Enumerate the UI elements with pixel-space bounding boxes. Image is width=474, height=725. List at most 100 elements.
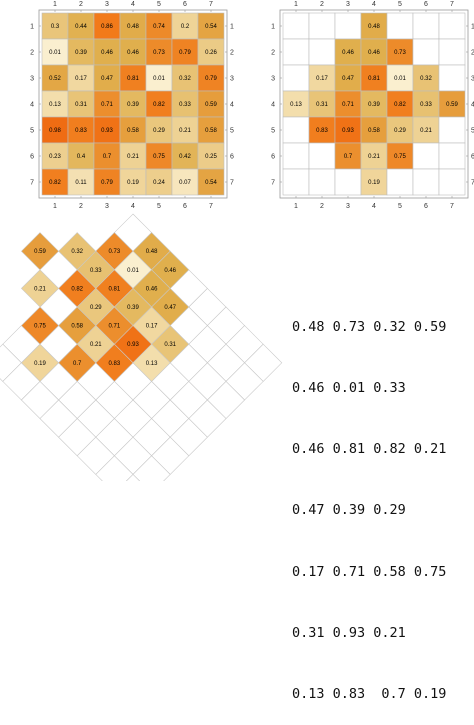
cell-value-label: 0.46 (368, 50, 380, 56)
heatmap-cell (438, 38, 466, 66)
heatmap-cell (41, 142, 69, 170)
x-tick-label: 6 (183, 203, 187, 210)
heatmap-cell (386, 90, 414, 118)
heatmap-cell (438, 64, 466, 92)
heatmap-cell (386, 12, 414, 40)
x-tick-label: 6 (424, 203, 428, 210)
lattice-value-label: 0.46 (146, 286, 158, 292)
x-tick-label: 5 (157, 203, 161, 210)
heatmap-cell (171, 90, 199, 118)
cell-value-label: 0.29 (153, 128, 165, 134)
heatmap-cell (334, 142, 362, 170)
heatmap-cell (412, 168, 440, 196)
y-tick-label: 2 (30, 50, 34, 57)
cell-value-label: 0.98 (49, 128, 61, 134)
values-row: 0.17 0.71 0.58 0.75 (292, 563, 447, 580)
lattice-value-label: 0.21 (34, 286, 46, 292)
heatmap-cell (334, 90, 362, 118)
heatmap-cell (360, 64, 388, 92)
cell-value-label: 0.48 (368, 24, 380, 30)
x-tick-label: 4 (131, 1, 135, 8)
heatmap-cell (67, 64, 95, 92)
y-tick-label: 4 (471, 102, 474, 109)
y-tick-label: 1 (230, 24, 234, 31)
cell-value-label: 0.58 (127, 128, 139, 134)
heatmap-cell (282, 12, 310, 40)
y-tick-label: 6 (471, 154, 474, 161)
x-tick-label: 6 (424, 1, 428, 8)
x-tick-label: 4 (372, 203, 376, 210)
diamond-selection-panel: 0.480.46 0.46 0.730.17 0.47 0.81 0.01 0.320.13… (271, 1, 474, 210)
cell-value-label: 0.71 (342, 102, 354, 108)
heatmap-cell (386, 38, 414, 66)
heatmap-cell (412, 12, 440, 40)
cell-value-label: 0.7 (344, 154, 353, 160)
cell-value-label: 0.17 (316, 76, 328, 82)
y-tick-label: 1 (30, 24, 34, 31)
figure-canvas: 0.3 0.44 0.86 0.48 0.74 0.2 0.540.01 0.39 0.46 0.… (0, 1, 474, 481)
cell-value-label: 0.33 (420, 102, 432, 108)
values-row: 0.46 0.01 0.33 (292, 380, 406, 397)
cell-value-label: 0.25 (205, 154, 217, 160)
lattice-value-label: 0.13 (146, 361, 158, 367)
x-tick-label: 6 (183, 1, 187, 8)
cell-value-label: 0.39 (75, 50, 87, 56)
heatmap-cell (93, 64, 121, 92)
cell-value-label: 0.21 (179, 128, 191, 134)
y-tick-label: 2 (271, 50, 275, 57)
y-tick-label: 3 (230, 76, 234, 83)
x-tick-label: 4 (372, 1, 376, 8)
y-tick-label: 3 (30, 76, 34, 83)
heatmap-cell (360, 116, 388, 144)
cell-value-label: 0.79 (205, 76, 217, 82)
heatmap-cell (41, 168, 69, 196)
x-tick-label: 1 (53, 203, 57, 210)
x-tick-label: 2 (79, 1, 83, 8)
y-tick-label: 7 (230, 180, 234, 187)
cell-value-label: 0.13 (290, 102, 302, 108)
cell-value-label: 0.23 (49, 154, 61, 160)
cell-value-label: 0.44 (75, 24, 87, 30)
x-tick-label: 7 (209, 1, 213, 8)
x-tick-label: 2 (79, 203, 83, 210)
x-tick-label: 1 (294, 203, 298, 210)
lattice-value-label: 0.71 (109, 324, 121, 330)
y-tick-label: 2 (230, 50, 234, 57)
heatmap-cell (308, 116, 336, 144)
heatmap-cell (119, 12, 147, 40)
cell-value-label: 0.46 (101, 50, 113, 56)
lattice-value-label: 0.31 (164, 342, 176, 348)
cell-value-label: 0.82 (394, 102, 406, 108)
cell-value-label: 0.58 (368, 128, 380, 134)
cell-value-label: 0.11 (75, 180, 87, 186)
heatmap-cell (308, 142, 336, 170)
heatmap-cell (93, 90, 121, 118)
heatmap-cell (197, 168, 225, 196)
lattice-value-label: 0.58 (71, 324, 83, 330)
cell-value-label: 0.46 (342, 50, 354, 56)
heatmap-cell (386, 116, 414, 144)
lattice-value-cell (20, 343, 60, 382)
cell-value-label: 0.52 (49, 76, 61, 82)
heatmap-cell (308, 168, 336, 196)
heatmap-cell (171, 142, 199, 170)
y-tick-label: 1 (271, 24, 275, 31)
cell-value-label: 0.19 (368, 180, 380, 186)
heatmap-cell (171, 38, 199, 66)
heatmap-cell (67, 38, 95, 66)
heatmap-cell (386, 142, 414, 170)
y-tick-label: 3 (271, 76, 275, 83)
cell-value-label: 0.83 (316, 128, 328, 134)
cell-value-label: 0.39 (127, 102, 139, 108)
lattice-value-cell (58, 343, 97, 382)
heatmap-cell (386, 168, 414, 196)
cell-value-label: 0.71 (101, 102, 113, 108)
lattice-value-label: 0.81 (109, 286, 121, 292)
heatmap-cell (412, 64, 440, 92)
cell-value-label: 0.74 (153, 24, 165, 30)
y-tick-label: 5 (30, 128, 34, 135)
cell-value-label: 0.39 (368, 102, 380, 108)
heatmap-cell (438, 142, 466, 170)
heatmap-cell (282, 142, 310, 170)
heatmap-cell (197, 64, 225, 92)
